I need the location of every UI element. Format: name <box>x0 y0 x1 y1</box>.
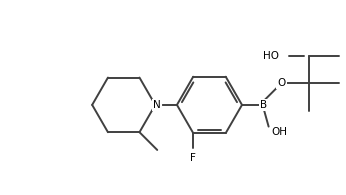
Text: O: O <box>277 78 285 88</box>
Text: N: N <box>153 100 161 110</box>
Text: B: B <box>260 100 267 110</box>
Text: HO: HO <box>263 51 280 61</box>
Text: OH: OH <box>272 128 288 137</box>
Text: F: F <box>190 153 196 163</box>
